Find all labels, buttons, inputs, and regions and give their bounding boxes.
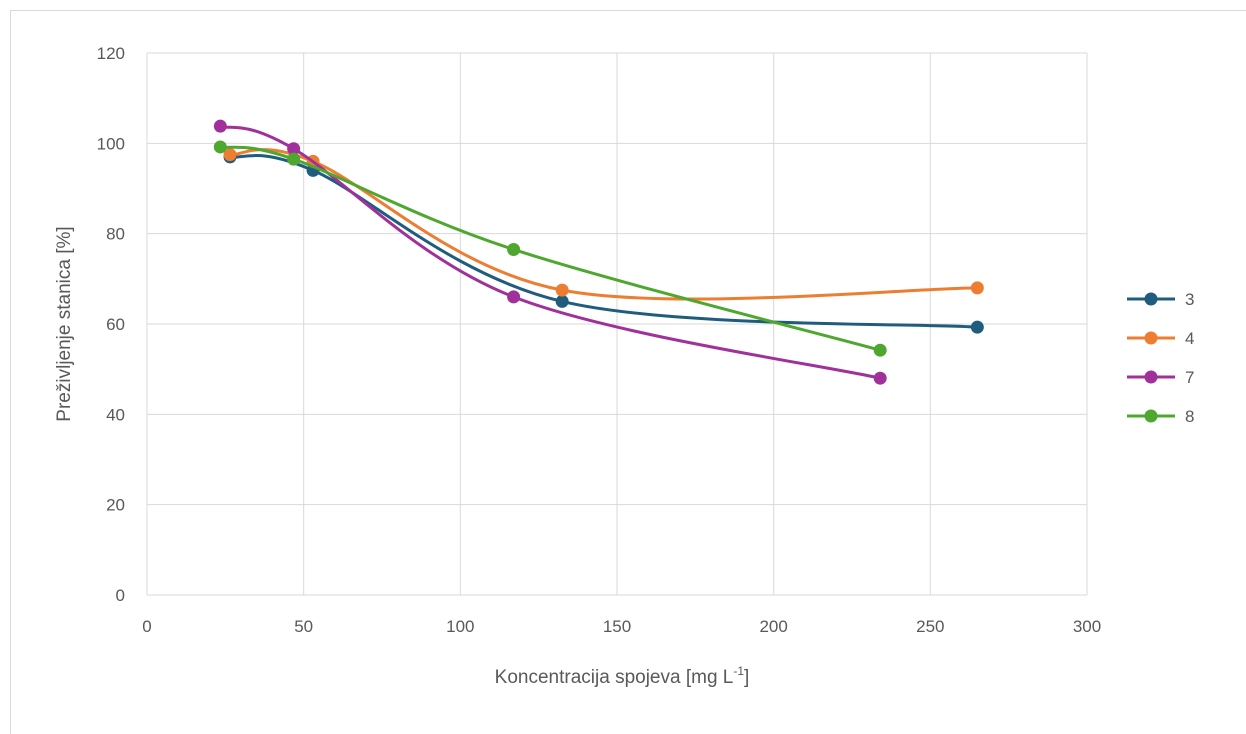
x-tick-label: 250 [916,617,944,636]
y-tick-label: 60 [106,315,125,334]
series-line [218,145,882,352]
series-line [228,148,979,301]
data-point [213,140,227,154]
y-tick-label: 120 [97,44,125,63]
x-axis-title: Koncentracija spojeva [mg L-1] [495,664,750,688]
legend-marker [1144,409,1158,423]
data-point [555,283,569,297]
series-7 [213,119,887,385]
legend-item: 3 [1127,290,1194,309]
chart-frame [10,10,1246,734]
legend-item: 7 [1127,368,1194,387]
data-point [555,294,569,308]
data-point [287,142,301,156]
x-tick-label: 200 [759,617,787,636]
x-axis-title-suffix: ] [744,667,749,688]
y-tick-label: 40 [106,405,125,424]
data-point [507,242,521,256]
x-tick-label: 0 [142,617,151,636]
data-point [970,320,984,334]
data-point [213,119,227,133]
y-tick-label: 100 [97,134,125,153]
legend-label: 3 [1185,290,1194,309]
y-tick-label: 0 [116,586,125,605]
data-point [287,152,301,166]
legend-label: 4 [1185,329,1194,348]
data-point [873,371,887,385]
y-axis-title: Preživljenje stanica [%] [54,226,75,421]
x-tick-labels: 0 50 100 150 200 250 300 [142,617,1101,636]
legend-marker [1144,331,1158,345]
data-point [223,148,237,162]
series-line [218,124,882,380]
legend-item: 4 [1127,329,1194,348]
series-8 [213,140,887,357]
x-axis-title-sup: -1 [733,664,744,678]
legend-label: 7 [1185,368,1194,387]
x-tick-label: 50 [294,617,313,636]
y-tick-labels: 0 20 40 60 80 100 120 [97,44,125,605]
y-tick-label: 80 [106,225,125,244]
legend: 3 4 7 8 [1127,290,1194,426]
data-point [970,281,984,295]
legend-item: 8 [1127,407,1194,426]
series-line [228,153,979,329]
x-tick-label: 150 [603,617,631,636]
y-tick-label: 20 [106,496,125,515]
x-tick-label: 300 [1073,617,1101,636]
x-axis-title-main: Koncentracija spojeva [mg L [495,667,734,688]
data-point [873,343,887,357]
legend-marker [1144,292,1158,306]
grid [146,52,1088,596]
legend-marker [1144,370,1158,384]
series-group [213,119,984,385]
x-tick-label: 100 [446,617,474,636]
data-point [507,290,521,304]
legend-label: 8 [1185,407,1194,426]
